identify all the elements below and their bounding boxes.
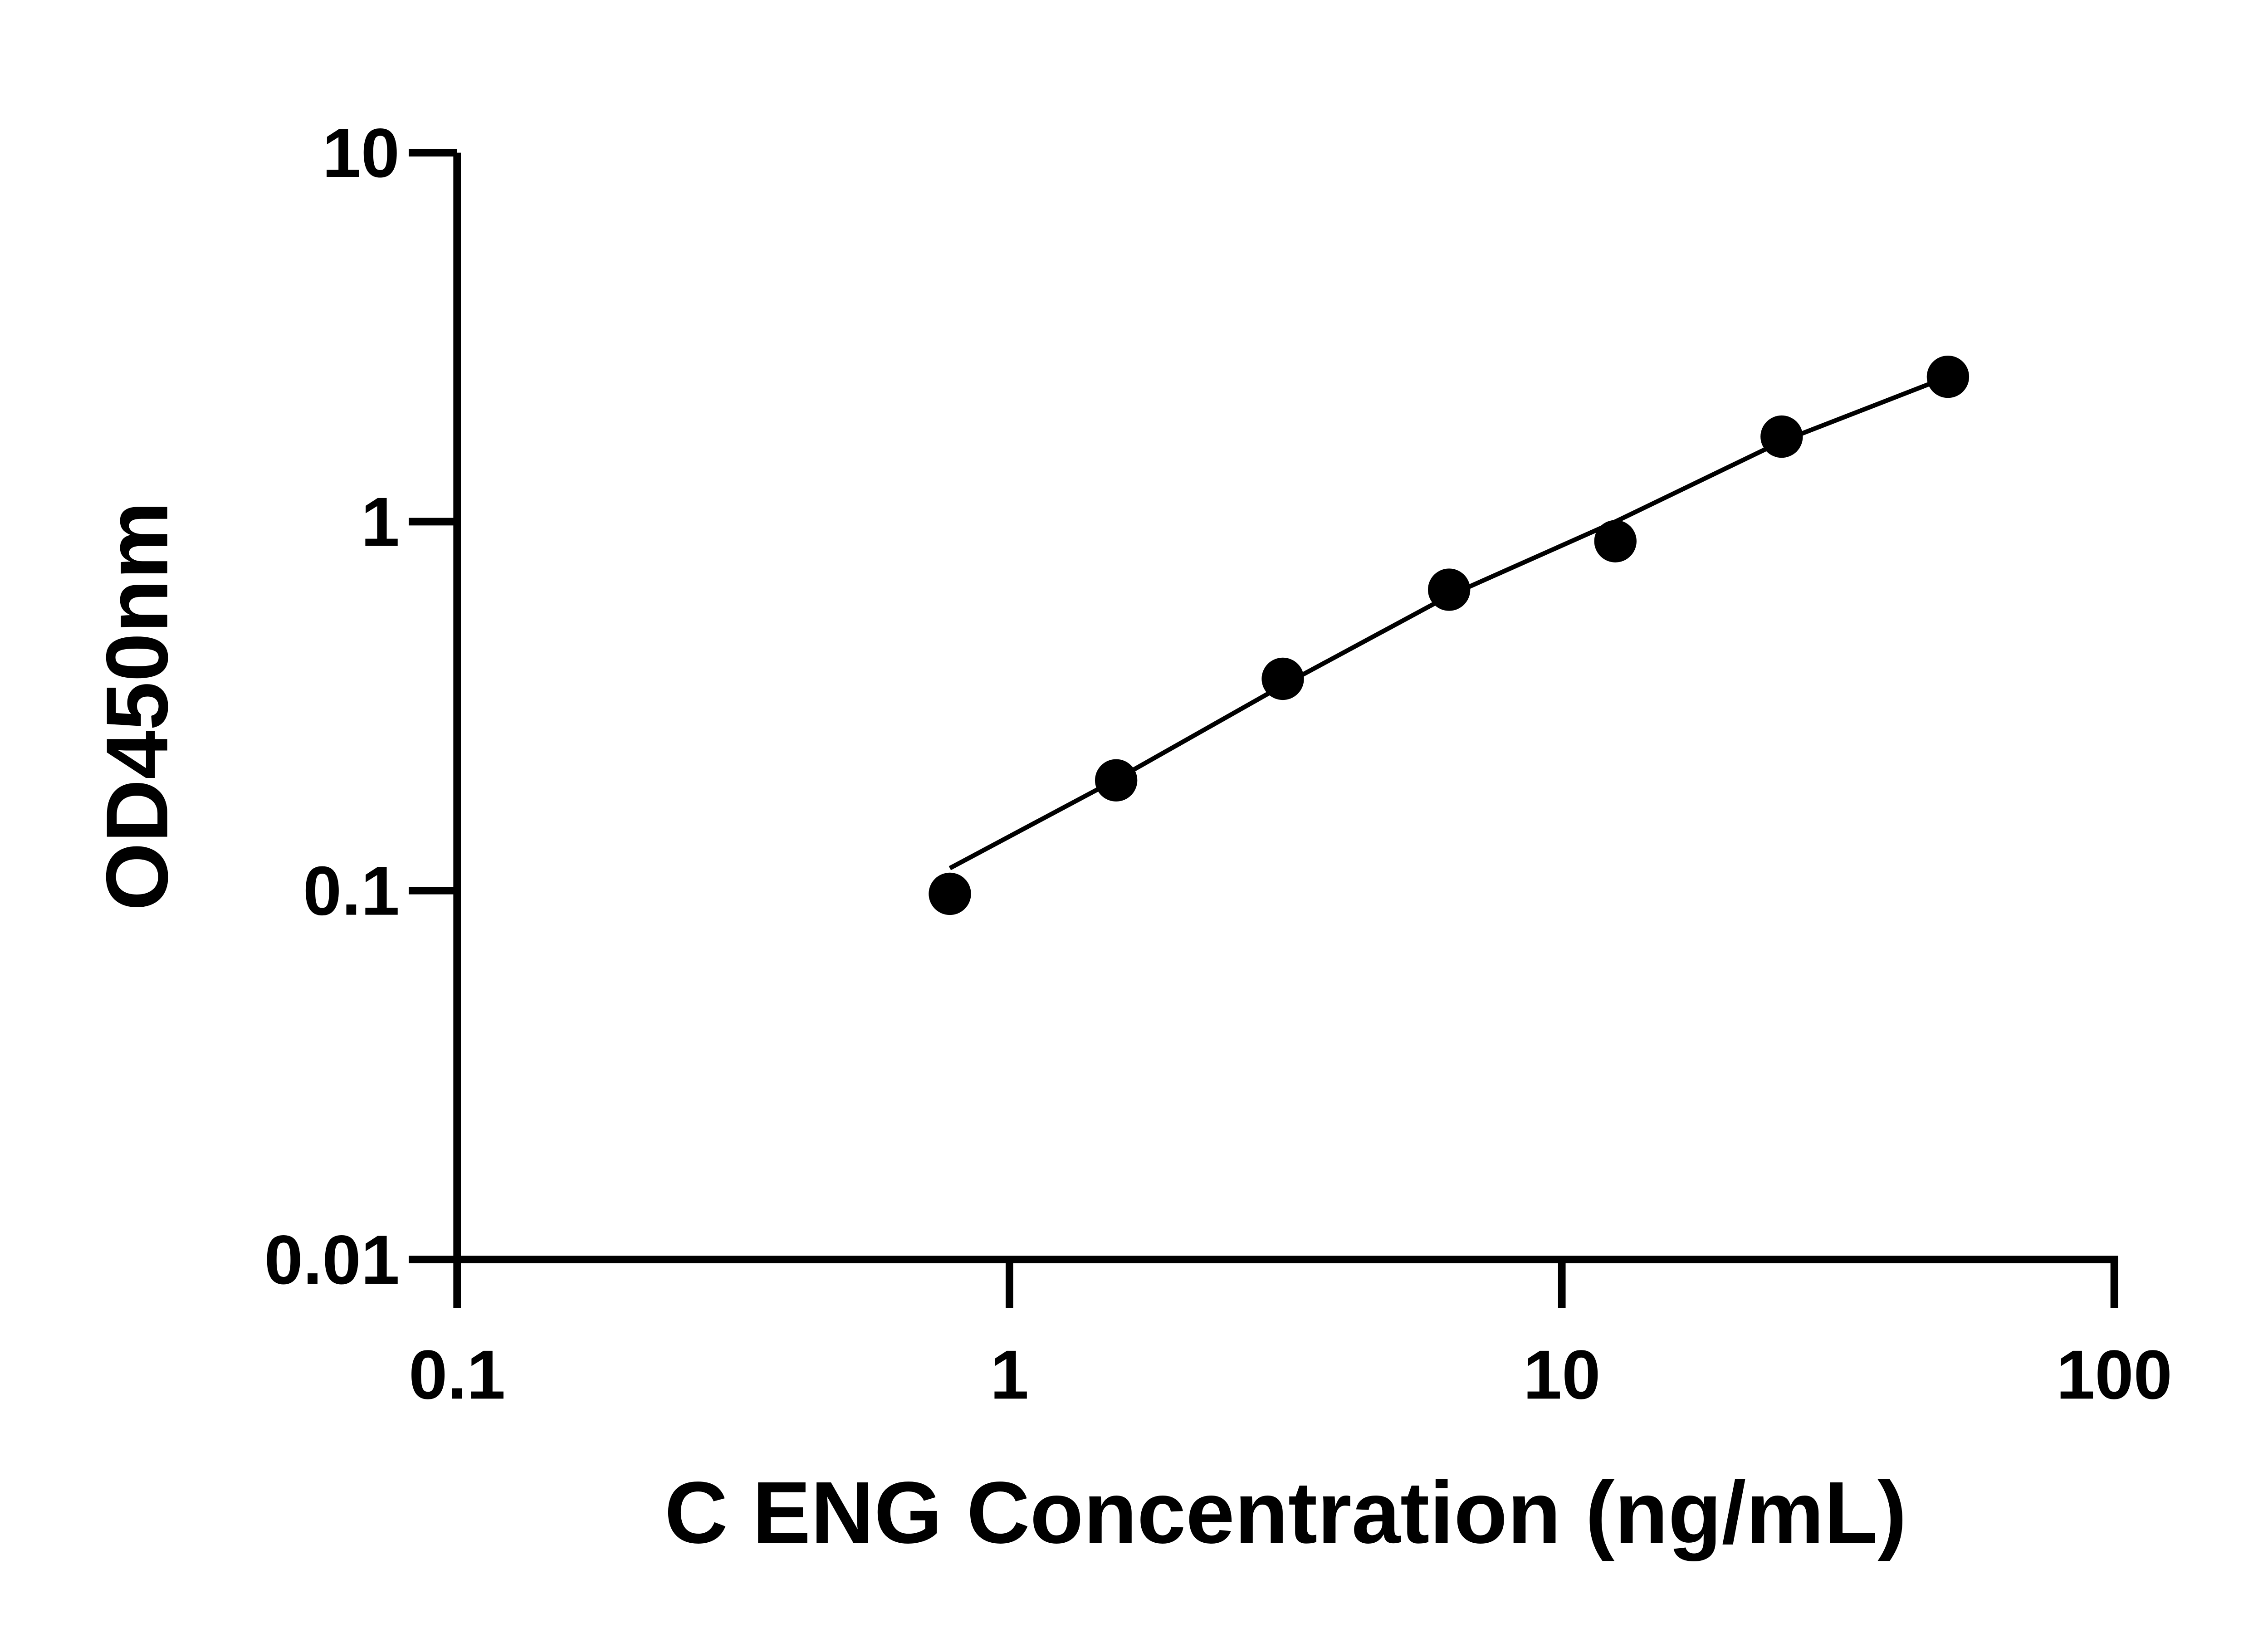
- data-point: [929, 872, 971, 915]
- x-tick-label: 10: [1523, 1336, 1601, 1413]
- y-tick-label: 0.01: [264, 1221, 400, 1299]
- x-tick-label: 0.1: [409, 1336, 505, 1413]
- data-point: [1926, 355, 1970, 398]
- fit-curve: [948, 374, 1949, 870]
- y-tick-label: 0.1: [303, 852, 400, 930]
- data-point: [1095, 759, 1138, 802]
- data-point: [1427, 568, 1471, 611]
- x-tick-label: 100: [2056, 1336, 2172, 1413]
- y-axis-title: OD450nm: [88, 501, 186, 911]
- y-tick-label: 10: [322, 114, 400, 192]
- x-axis-title: C ENG Concentration (ng/mL): [665, 1463, 1907, 1561]
- data-point: [1261, 657, 1304, 700]
- data-point: [1760, 415, 1803, 458]
- data-point: [1594, 520, 1637, 562]
- y-tick-label: 1: [361, 483, 400, 561]
- x-tick-label: 1: [990, 1336, 1029, 1413]
